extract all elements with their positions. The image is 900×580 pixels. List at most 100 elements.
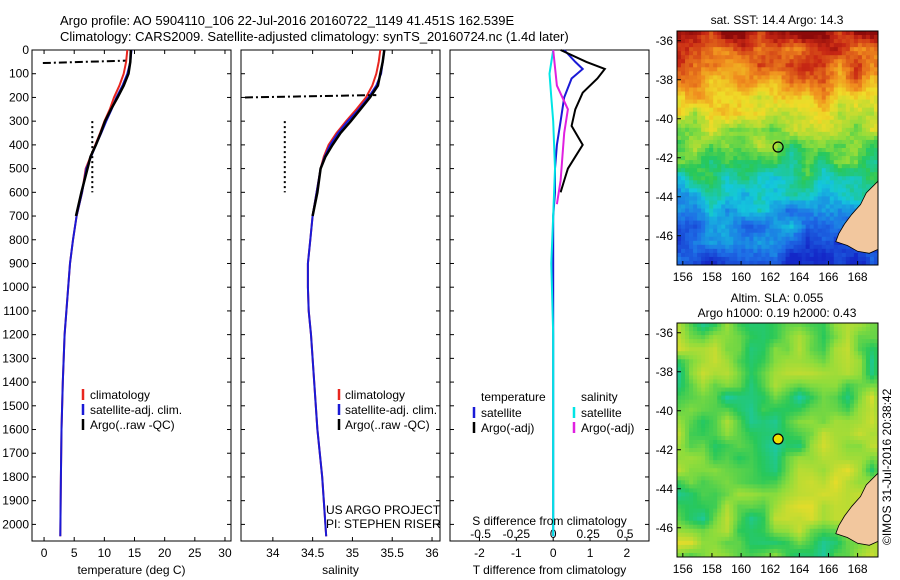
salinity-series-2: [311, 49, 386, 217]
sla_map-raster: [677, 323, 879, 558]
temperature-ytick-label: 500: [9, 162, 29, 176]
difference-xtick-top-label: -0.5: [470, 527, 491, 541]
sla_map-coastline: [835, 472, 879, 546]
temperature-legend-label: satellite-adj. clim.: [90, 403, 182, 417]
sla-map-title: Altim. SLA: 0.055: [731, 291, 824, 305]
salinity-annotation-line1: US ARGO PROJECT: [326, 503, 441, 517]
temperature-legend-label: Argo(..raw -QC): [90, 418, 175, 432]
difference-xtick-label: 1: [587, 546, 594, 560]
temperature-ytick-label: 1300: [2, 351, 29, 365]
salinity-xtick-label: 36: [425, 546, 439, 560]
temperature-ytick-label: 300: [9, 114, 29, 128]
temperature-ytick-label: 700: [9, 209, 29, 223]
difference-xtick-label: 0: [550, 546, 557, 560]
difference-xtick-label: 2: [624, 546, 631, 560]
temperature-xtick-label: 30: [218, 546, 232, 560]
sst_map-ytick-label: -46: [656, 229, 674, 243]
temperature-frame: [31, 49, 232, 542]
temperature-ytick-label: 900: [9, 256, 29, 270]
temperature-argo-dashdot: [42, 59, 126, 65]
sla_map-ytick-label: -38: [656, 365, 674, 379]
salinity-xtick-label: 35: [346, 546, 360, 560]
salinity-legend-label: climatology: [345, 388, 405, 402]
salinity-xtick-label: 35.5: [381, 546, 405, 560]
temperature-ytick-label: 1700: [2, 446, 29, 460]
salinity-legend-label: Argo(..raw -QC): [345, 418, 430, 432]
difference-series-2: [548, 49, 557, 537]
temperature-ytick-label: 800: [9, 233, 29, 247]
temperature-xtick-label: 20: [158, 546, 172, 560]
temperature-xtick-label: 10: [98, 546, 112, 560]
temperature-ytick-label: 100: [9, 67, 29, 81]
difference-series-3: [552, 49, 569, 205]
temperature-ytick-label: 1400: [2, 375, 29, 389]
sla-map-subtitle: Argo h1000: 0.19 h2000: 0.43: [698, 306, 857, 320]
difference-xlabel-top: S difference from climatology: [472, 514, 627, 528]
sla_map-xtick-label: 168: [848, 562, 868, 576]
difference-xtick-top-label: 0.5: [617, 527, 634, 541]
sla_map-ytick-label: -40: [656, 404, 674, 418]
sst_map-xtick-label: 164: [789, 270, 809, 284]
temperature-xtick-label: 0: [41, 546, 48, 560]
sst_map-argo-marker: [772, 141, 784, 153]
sst_map-ytick-label: -44: [656, 190, 674, 204]
sst_map-xtick-label: 168: [848, 270, 868, 284]
sst_map-xtick-label: 166: [818, 270, 838, 284]
sla_map-ytick-label: -46: [656, 521, 674, 535]
sst_map-coastline: [835, 180, 879, 254]
temperature-ytick-label: 0: [22, 43, 29, 57]
salinity-argo-dashdot: [244, 94, 377, 99]
difference-xtick-label: -2: [474, 546, 485, 560]
difference-legend-temp-label: Argo(-adj): [481, 421, 534, 435]
sla_map-frame: [676, 322, 879, 558]
sst_map-ytick-label: -38: [656, 73, 674, 87]
temperature-ytick-label: 1800: [2, 470, 29, 484]
temperature-ytick-label: 1900: [2, 494, 29, 508]
temperature-ytick-label: 200: [9, 90, 29, 104]
difference-legend-sal-label: Argo(-adj): [581, 421, 634, 435]
salinity-legend-label: satellite-adj. clim.: [345, 403, 437, 417]
difference-xtick-top-label: 0.25: [577, 527, 601, 541]
sst_map-xtick-label: 158: [702, 270, 722, 284]
sla_map-xtick-label: 166: [818, 562, 838, 576]
sst-map-title: sat. SST: 14.4 Argo: 14.3: [711, 13, 844, 27]
difference-legend-sal-label: satellite: [581, 406, 622, 420]
difference-xtick-label: -1: [511, 546, 522, 560]
difference-legend-temp-title: temperature: [481, 390, 546, 404]
temperature-ytick-label: 1000: [2, 280, 29, 294]
sla_map-xtick-label: 164: [789, 562, 809, 576]
temperature-ytick-label: 1200: [2, 328, 29, 342]
temperature-xtick-label: 15: [128, 546, 142, 560]
sst_map-ytick-label: -42: [656, 151, 674, 165]
sla_map-ytick-label: -44: [656, 482, 674, 496]
salinity-xlabel: salinity: [322, 563, 359, 577]
difference-legend-sal-title: salinity: [581, 390, 618, 404]
sla_map-xtick-label: 158: [702, 562, 722, 576]
temperature-ytick-label: 1500: [2, 399, 29, 413]
difference-legend-temp-label: satellite: [481, 406, 522, 420]
salinity-annotation-line2: PI: STEPHEN RISER: [326, 517, 441, 531]
figure-title-line1: Argo profile: AO 5904110_106 22-Jul-2016…: [60, 13, 515, 28]
temperature-xtick-label: 25: [188, 546, 202, 560]
difference-xlabel: T difference from climatology: [473, 563, 627, 577]
sst_map-raster: [677, 31, 879, 266]
sst_map-xtick-label: 162: [760, 270, 780, 284]
temperature-series-2: [74, 49, 133, 217]
sst_map-frame: [676, 30, 879, 266]
salinity-xtick-label: 34.5: [301, 546, 325, 560]
sst_map-ytick-label: -40: [656, 112, 674, 126]
sla_map-xtick-label: 162: [760, 562, 780, 576]
salinity-frame: [240, 49, 441, 542]
temperature-legend-label: climatology: [90, 388, 150, 402]
temperature-ytick-label: 1100: [3, 304, 29, 318]
sla_map-ytick-label: -36: [656, 326, 674, 340]
sla_map-xtick-label: 160: [731, 562, 751, 576]
difference-xtick-top-label: -0.25: [503, 527, 531, 541]
temperature-ytick-label: 600: [9, 185, 29, 199]
sla_map-argo-marker: [772, 433, 784, 445]
figure-title-line2: Climatology: CARS2009. Satellite-adjuste…: [60, 29, 569, 44]
salinity-xtick-label: 34: [266, 546, 280, 560]
sst_map-xtick-label: 156: [673, 270, 693, 284]
temperature-xlabel: temperature (deg C): [77, 563, 185, 577]
temperature-xtick-label: 5: [71, 546, 78, 560]
